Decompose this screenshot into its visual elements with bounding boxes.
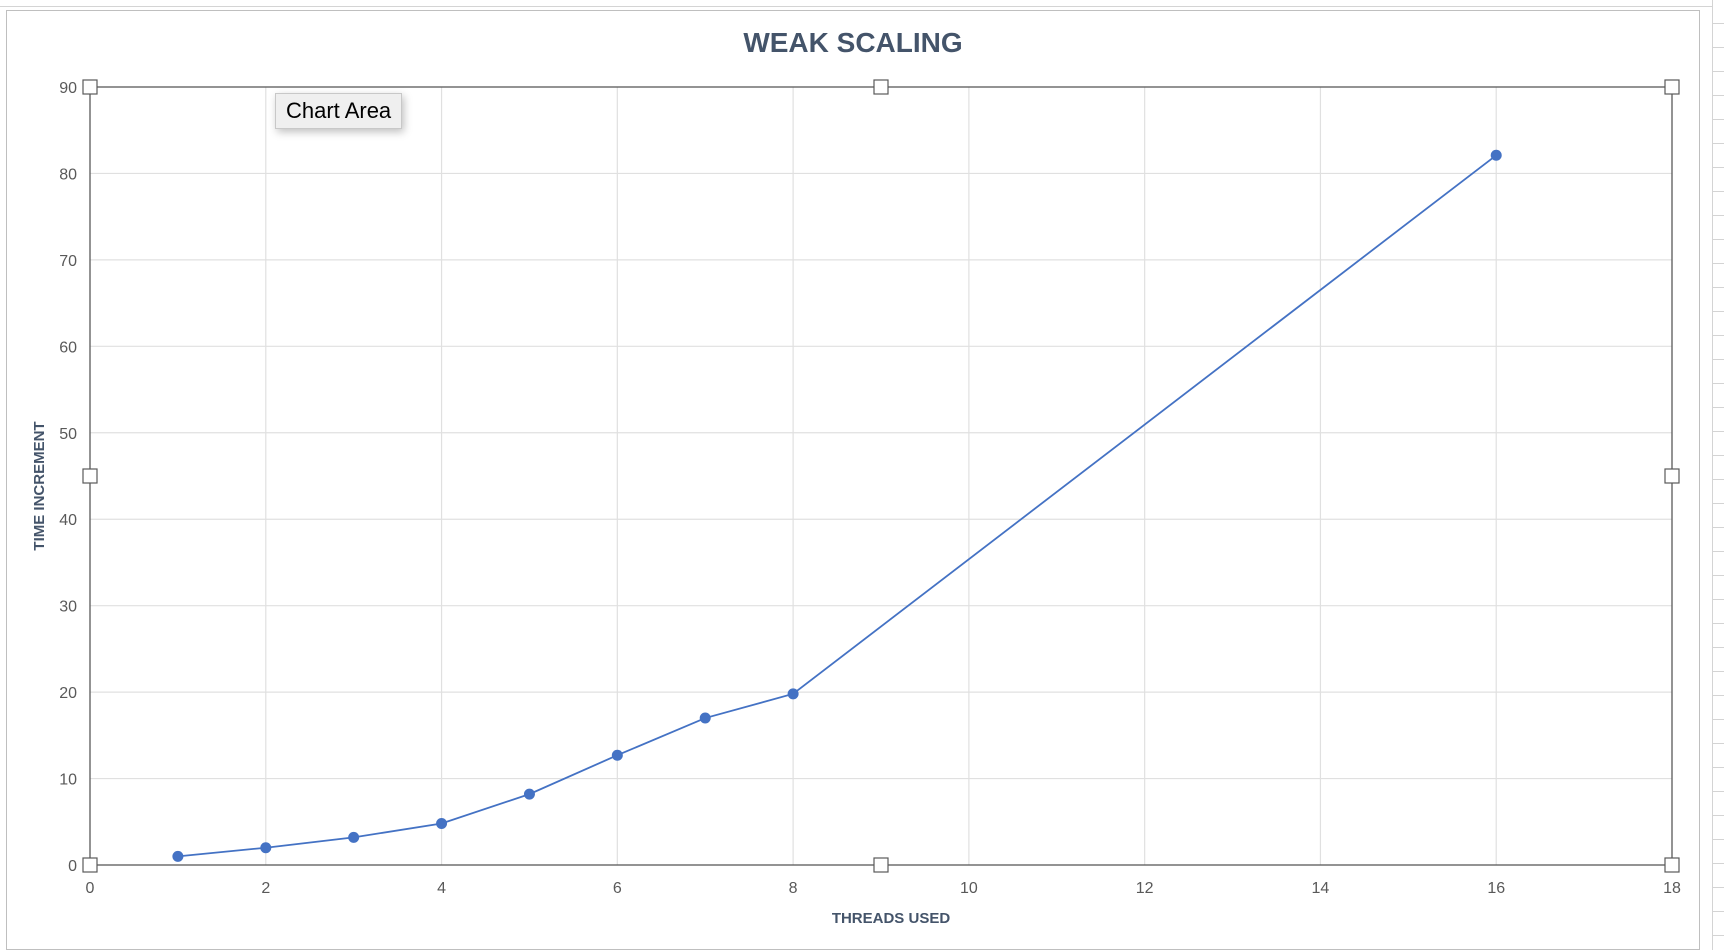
gridlines — [90, 87, 1672, 865]
resize-handle[interactable] — [82, 79, 98, 95]
x-tick-label: 12 — [1136, 880, 1154, 897]
data-point[interactable] — [348, 831, 360, 843]
series-1[interactable] — [172, 149, 1502, 862]
resize-handle[interactable] — [873, 79, 889, 95]
x-tick-label: 2 — [261, 880, 270, 897]
x-tick-label: 4 — [437, 880, 446, 897]
x-tick-label: 14 — [1312, 880, 1330, 897]
x-axis-title[interactable]: THREADS USED — [832, 910, 951, 927]
resize-handle[interactable] — [873, 857, 889, 873]
resize-handle[interactable] — [1664, 79, 1680, 95]
data-point[interactable] — [699, 712, 711, 724]
selection-handles[interactable] — [82, 79, 1680, 873]
y-tick-label: 80 — [59, 166, 77, 183]
resize-handle[interactable] — [82, 468, 98, 484]
y-tick-label: 90 — [59, 80, 77, 97]
x-axis[interactable]: 0 2 4 6 8 10 12 14 16 18 — [86, 880, 1681, 897]
y-axis-title[interactable]: TIME INCREMENT — [31, 421, 48, 550]
x-tick-label: 16 — [1487, 880, 1505, 897]
data-point[interactable] — [260, 842, 272, 854]
sheet-grid-right — [1712, 0, 1724, 950]
resize-handle[interactable] — [1664, 857, 1680, 873]
x-tick-label: 10 — [960, 880, 978, 897]
plot-area[interactable] — [89, 86, 1673, 866]
chart-title[interactable]: WEAK SCALING — [743, 27, 962, 58]
chart-area[interactable]: WEAK SCALING 0 2 4 6 8 10 12 14 16 18 0 10 20 30 40 50… — [6, 10, 1700, 950]
y-tick-label: 50 — [59, 426, 77, 443]
data-point[interactable] — [436, 818, 448, 830]
x-tick-label: 0 — [86, 880, 95, 897]
y-axis[interactable]: 0 10 20 30 40 50 60 70 80 90 — [59, 80, 77, 875]
weak-scaling-chart[interactable]: WEAK SCALING 0 2 4 6 8 10 12 14 16 18 0 10 20 30 40 50… — [7, 11, 1701, 950]
y-tick-label: 0 — [68, 858, 77, 875]
sheet-grid-top — [0, 0, 1712, 7]
x-tick-label: 8 — [789, 880, 798, 897]
y-tick-label: 40 — [59, 512, 77, 529]
x-tick-label: 18 — [1663, 880, 1681, 897]
data-point[interactable] — [1490, 149, 1502, 161]
resize-handle[interactable] — [82, 857, 98, 873]
y-tick-label: 70 — [59, 253, 77, 270]
data-point[interactable] — [611, 749, 623, 761]
y-tick-label: 10 — [59, 772, 77, 789]
y-tick-label: 20 — [59, 685, 77, 702]
y-tick-label: 60 — [59, 339, 77, 356]
data-point[interactable] — [523, 788, 535, 800]
resize-handle[interactable] — [1664, 468, 1680, 484]
data-point[interactable] — [787, 688, 799, 700]
data-point[interactable] — [172, 850, 184, 862]
x-tick-label: 6 — [613, 880, 622, 897]
chart-area-tooltip: Chart Area — [275, 93, 403, 129]
y-tick-label: 30 — [59, 599, 77, 616]
